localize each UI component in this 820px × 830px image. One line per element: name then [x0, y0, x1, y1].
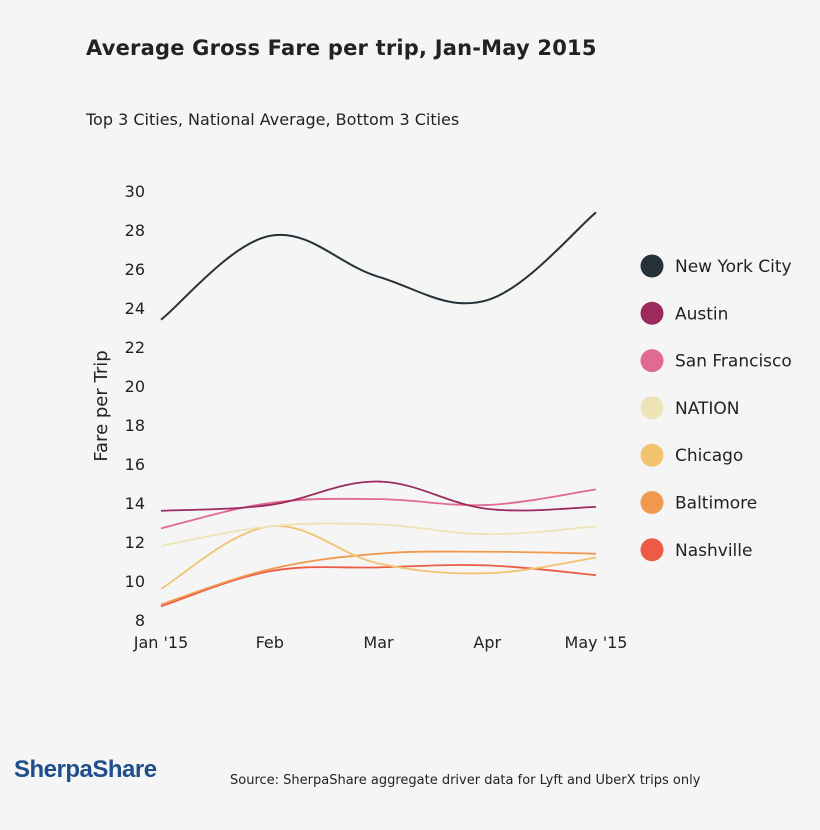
x-tick-label: May '15: [565, 633, 628, 652]
series-line-nation: [160, 522, 597, 547]
x-tick-label: Mar: [363, 633, 394, 652]
series-line-austin: [160, 480, 597, 512]
series-line-nashville: [160, 564, 597, 608]
x-axis-ticks: Jan '15 Feb Mar Apr May '15: [133, 633, 628, 652]
y-tick-label: 16: [125, 455, 145, 474]
line-chart: 8 10 12 14 16 18 20 22 24 26 28 30 Jan '15 Feb Mar Apr…: [91, 182, 792, 652]
legend-label-austin: Austin: [675, 304, 728, 324]
x-tick-label: Jan '15: [133, 633, 189, 652]
chart-subtitle: Top 3 Cities, National Average, Bottom 3…: [86, 110, 460, 129]
y-axis-ticks: 8 10 12 14 16 18 20 22 24 26 28 30: [125, 182, 145, 630]
legend: New York City Austin San Francisco NATION Ch…: [640, 254, 792, 562]
y-tick-label: 24: [125, 299, 145, 318]
legend-swatch-baltimore: [640, 491, 664, 514]
legend-label-nashville: Nashville: [675, 541, 752, 561]
legend-label-san-francisco: San Francisco: [675, 352, 792, 372]
source-note: Source: SherpaShare aggregate driver dat…: [230, 773, 701, 788]
series-line-san-francisco: [160, 488, 597, 530]
y-tick-label: 22: [125, 338, 145, 357]
legend-swatch-san-francisco: [640, 349, 664, 373]
series-line-chicago: [160, 525, 597, 590]
y-axis-label: Fare per Trip: [91, 350, 112, 461]
series-line-new-york-city: [160, 211, 597, 321]
y-tick-label: 26: [125, 260, 145, 279]
chart-title: Average Gross Fare per trip, Jan-May 201…: [86, 36, 597, 60]
y-tick-label: 28: [125, 221, 145, 240]
legend-label-baltimore: Baltimore: [675, 494, 757, 514]
legend-label-new-york-city: New York City: [675, 257, 792, 277]
y-tick-label: 12: [125, 533, 145, 552]
x-tick-label: Feb: [256, 633, 284, 652]
y-tick-label: 14: [125, 494, 145, 513]
y-tick-label: 10: [125, 572, 145, 591]
legend-label-nation: NATION: [675, 399, 740, 419]
y-tick-label: 20: [125, 377, 145, 396]
legend-label-chicago: Chicago: [675, 446, 743, 466]
x-tick-label: Apr: [473, 633, 501, 652]
series-line-baltimore: [160, 550, 597, 606]
series-lines: [160, 211, 597, 608]
y-tick-label: 18: [125, 416, 145, 435]
legend-swatch-austin: [640, 301, 664, 325]
y-tick-label: 8: [135, 611, 145, 630]
y-tick-label: 30: [125, 182, 145, 201]
sherpashare-logo: SherpaShare: [14, 756, 157, 783]
legend-swatch-new-york-city: [640, 254, 664, 278]
legend-swatch-nation: [640, 396, 664, 420]
legend-swatch-nashville: [640, 538, 664, 562]
legend-swatch-chicago: [640, 443, 664, 467]
